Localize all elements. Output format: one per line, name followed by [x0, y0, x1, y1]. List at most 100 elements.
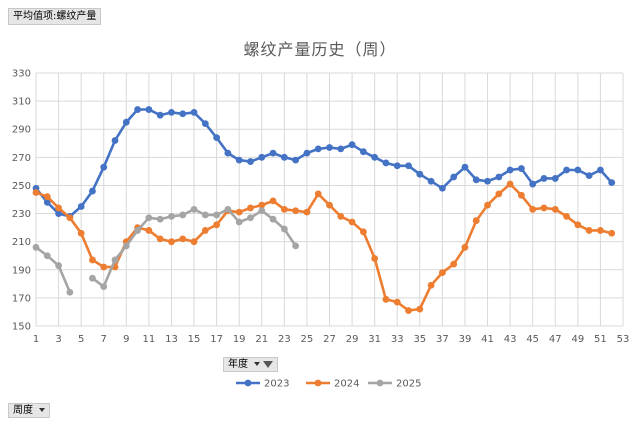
data-point-2023	[450, 173, 458, 181]
data-point-2023	[551, 175, 559, 182]
y-tick-label: 270	[12, 153, 31, 164]
x-tick-label: 23	[278, 334, 291, 345]
data-point-2025	[247, 214, 254, 222]
data-point-2025	[100, 283, 108, 291]
x-tick-label: 31	[368, 334, 381, 345]
data-point-2023	[258, 153, 266, 161]
data-point-2023	[43, 198, 51, 206]
data-point-2023	[122, 118, 130, 126]
y-axis-ticks: 150 170 190 210 230 250 270 290 310 330	[12, 69, 31, 333]
data-point-2023	[484, 177, 491, 185]
data-point-2024	[292, 207, 300, 215]
x-tick-label: 35	[413, 334, 426, 345]
y-tick-label: 310	[12, 97, 31, 108]
data-point-2023	[359, 148, 367, 156]
data-point-2023	[495, 173, 503, 181]
data-point-2024	[269, 197, 277, 205]
value-field-label: 平均值项:螺纹产量	[13, 11, 97, 22]
data-point-2023	[134, 106, 141, 113]
data-point-2024	[393, 298, 401, 306]
data-point-2023	[201, 120, 209, 127]
y-tick-label: 290	[12, 125, 31, 136]
data-point-2023	[247, 158, 254, 165]
chevron-down-icon	[39, 408, 45, 412]
series-line-2023	[34, 108, 613, 218]
week-axis-label: 周度	[13, 405, 33, 416]
data-point-2023	[506, 166, 514, 174]
data-point-2023	[529, 180, 537, 188]
data-point-2024	[551, 205, 559, 213]
data-point-2023	[472, 176, 480, 184]
series-lines	[32, 106, 616, 314]
data-point-2024	[574, 221, 582, 229]
data-point-2024	[337, 212, 345, 220]
data-point-2025	[213, 211, 221, 219]
data-point-2025	[66, 288, 74, 296]
value-field-button[interactable]: 平均值项:螺纹产量	[8, 8, 102, 25]
x-tick-label: 5	[78, 334, 84, 345]
legend-label-2023: 2023	[264, 379, 289, 390]
data-point-2023	[382, 159, 390, 167]
y-tick-label: 330	[12, 69, 31, 80]
x-tick-label: 3	[55, 334, 61, 345]
x-tick-label: 13	[165, 334, 178, 345]
data-point-2025	[111, 256, 119, 264]
data-point-2025	[89, 274, 96, 282]
data-point-2023	[77, 203, 85, 210]
data-point-2024	[518, 191, 525, 199]
legend: 2023 2024 2025	[236, 379, 421, 390]
data-point-2023	[393, 162, 401, 170]
data-point-2023	[348, 141, 356, 149]
data-point-2023	[292, 156, 300, 164]
series-2023	[32, 106, 616, 220]
data-point-2023	[179, 110, 187, 118]
data-point-2024	[484, 201, 491, 209]
x-tick-label: 41	[481, 334, 494, 345]
data-point-2023	[280, 153, 288, 161]
data-point-2024	[32, 189, 40, 196]
data-point-2023	[326, 144, 333, 151]
data-point-2023	[145, 106, 153, 113]
data-point-2024	[326, 201, 333, 209]
data-point-2025	[201, 211, 209, 219]
y-tick-label: 210	[12, 237, 31, 248]
data-point-2023	[269, 149, 277, 157]
data-point-2023	[156, 111, 164, 119]
data-point-2024	[382, 295, 390, 303]
data-point-2024	[280, 205, 288, 213]
data-point-2023	[585, 172, 593, 180]
x-tick-label: 49	[571, 334, 584, 345]
x-tick-label: 25	[301, 334, 314, 345]
data-point-2023	[608, 179, 616, 187]
data-point-2024	[145, 227, 153, 234]
data-point-2023	[235, 156, 243, 164]
legend-marker-2023	[244, 379, 252, 387]
data-point-2025	[43, 252, 51, 260]
year-filter-button[interactable]: 年度	[223, 357, 278, 372]
data-point-2024	[540, 204, 548, 212]
data-point-2023	[213, 134, 221, 142]
data-point-2024	[506, 180, 514, 188]
series-line-2024	[35, 182, 613, 312]
data-point-2023	[224, 149, 232, 157]
data-point-2024	[450, 260, 458, 268]
x-tick-label: 33	[391, 334, 404, 345]
data-point-2024	[405, 307, 412, 314]
data-point-2025	[134, 227, 141, 234]
x-tick-label: 51	[594, 334, 607, 345]
data-point-2023	[168, 108, 175, 116]
data-point-2024	[563, 212, 570, 220]
data-point-2025	[292, 242, 300, 250]
legend-marker-2025	[376, 379, 384, 387]
x-tick-label: 47	[549, 334, 562, 345]
y-tick-label: 190	[12, 265, 31, 276]
legend-label-2025: 2025	[396, 379, 421, 390]
legend-label-2024: 2024	[334, 379, 359, 390]
x-tick-label: 29	[346, 334, 359, 345]
week-axis-button[interactable]: 周度	[8, 403, 50, 418]
data-point-2024	[89, 256, 96, 264]
data-point-2023	[518, 165, 525, 172]
data-point-2023	[314, 145, 322, 153]
data-point-2024	[495, 190, 503, 198]
